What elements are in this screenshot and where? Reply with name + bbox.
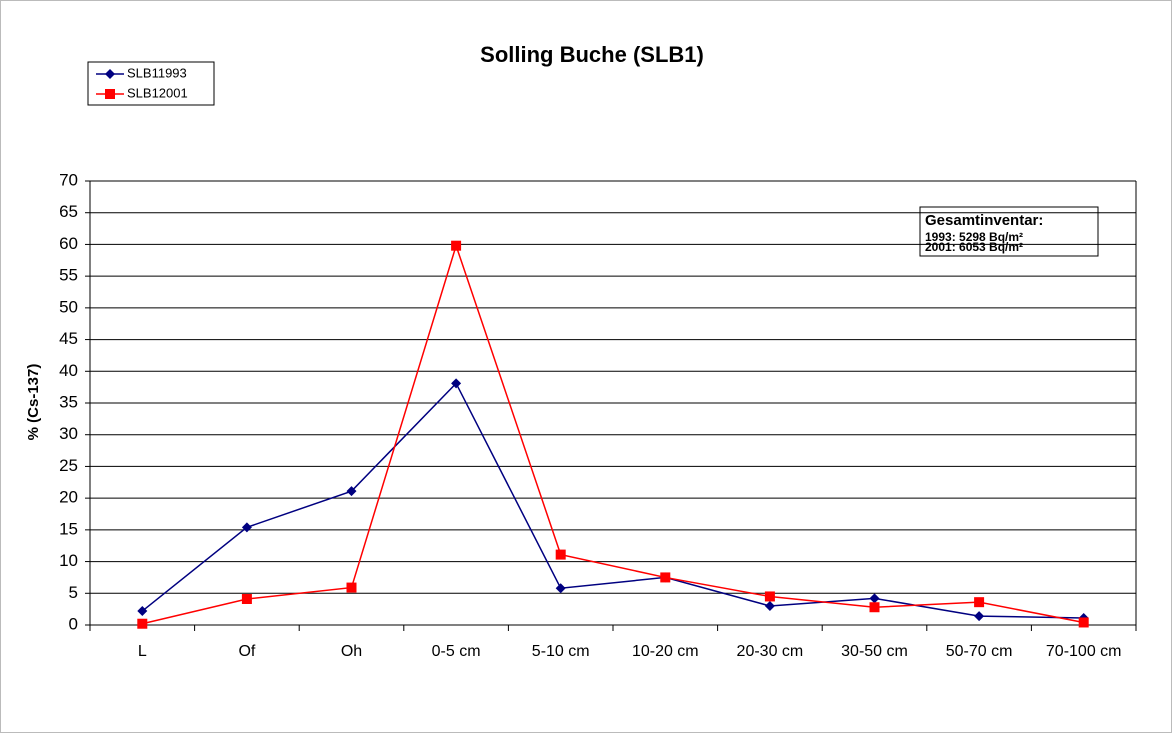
x-tick-label: Of <box>238 643 255 660</box>
marker <box>105 69 115 79</box>
marker <box>105 89 115 99</box>
marker <box>137 606 148 617</box>
marker <box>451 378 462 389</box>
x-tick-label: 30-50 cm <box>841 643 908 660</box>
y-tick-label: 10 <box>59 551 78 570</box>
y-tick-label: 0 <box>69 614 78 633</box>
annotation-line: 1993: 5298 Bq/m² <box>925 230 1023 244</box>
y-axis-label: % (Cs-137) <box>25 364 42 441</box>
marker <box>764 600 775 611</box>
marker <box>346 486 357 497</box>
x-tick-label: 5-10 cm <box>532 643 590 660</box>
y-tick-label: 50 <box>59 297 78 316</box>
x-tick-label: 0-5 cm <box>432 643 481 660</box>
x-tick-label: 50-70 cm <box>946 643 1013 660</box>
x-tick-label: Oh <box>341 643 362 660</box>
y-tick-label: 15 <box>59 519 78 538</box>
x-tick-label: 10-20 cm <box>632 643 699 660</box>
marker <box>555 549 566 560</box>
marker <box>241 593 252 604</box>
marker <box>869 602 880 613</box>
legend-label: SLB12001 <box>127 85 188 100</box>
legend-label: SLB11993 <box>127 65 187 80</box>
y-tick-label: 30 <box>59 424 78 443</box>
y-tick-label: 55 <box>59 266 78 285</box>
marker <box>346 582 357 593</box>
marker <box>137 618 148 629</box>
x-tick-label: L <box>138 643 147 660</box>
x-tick-label: 20-30 cm <box>737 643 804 660</box>
marker <box>1078 617 1089 628</box>
annotation-box <box>919 206 1099 257</box>
marker <box>974 597 985 608</box>
marker <box>241 522 252 533</box>
marker <box>555 583 566 594</box>
y-tick-label: 25 <box>59 456 78 475</box>
chart-title: Solling Buche (SLB1) <box>480 42 704 67</box>
y-tick-label: 70 <box>59 170 78 189</box>
y-tick-label: 5 <box>69 583 78 602</box>
x-tick-label: 70-100 cm <box>1046 643 1122 660</box>
series-line <box>142 243 1084 625</box>
marker <box>660 572 671 583</box>
marker <box>764 591 775 602</box>
series-line <box>141 382 1084 619</box>
marker <box>869 593 880 604</box>
marker <box>974 611 985 622</box>
y-tick-label: 20 <box>59 488 78 507</box>
annotation-line: 2001: 6053 Bq/m² <box>925 240 1023 254</box>
y-tick-label: 60 <box>59 234 78 253</box>
y-tick-label: 45 <box>59 329 78 348</box>
y-tick-label: 40 <box>59 361 78 380</box>
y-tick-label: 35 <box>59 392 78 411</box>
annotation-title: Gesamtinventar: <box>925 212 1043 229</box>
marker <box>451 240 462 251</box>
y-tick-label: 65 <box>59 202 78 221</box>
